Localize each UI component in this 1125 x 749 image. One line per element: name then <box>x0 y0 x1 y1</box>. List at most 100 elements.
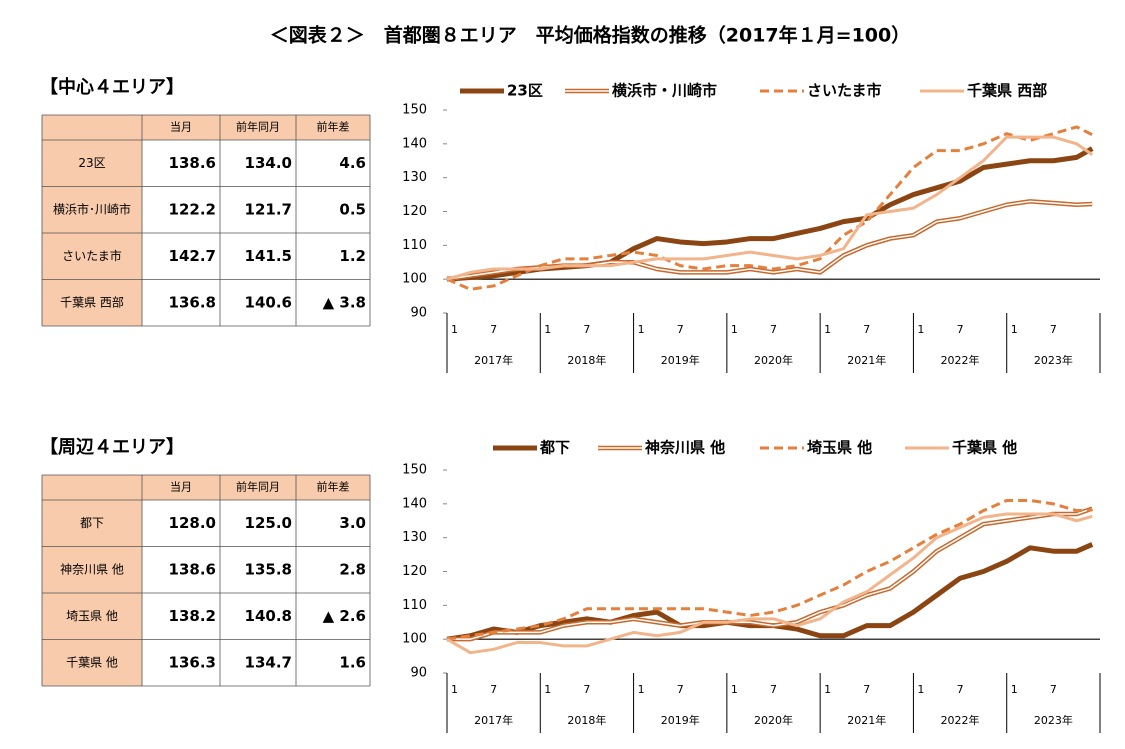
series-line <box>446 125 1093 291</box>
section-label: 【中心４エリア】 <box>40 76 184 98</box>
x-tick-label: 7 <box>863 683 870 696</box>
year-label: 2020年 <box>754 713 793 727</box>
year-label: 2021年 <box>847 353 886 367</box>
y-tick-label: 110 <box>402 598 427 613</box>
x-tick-label: 1 <box>731 683 738 696</box>
table-cell: 141.5 <box>245 247 292 265</box>
y-tick-label: 100 <box>402 272 427 287</box>
table-header: 当月 <box>170 120 192 134</box>
x-tick-label: 1 <box>1011 683 1018 696</box>
x-tick-label: 7 <box>490 683 497 696</box>
table-cell: 134.7 <box>245 653 292 671</box>
series-line <box>446 512 1093 655</box>
x-tick-label: 1 <box>451 323 458 336</box>
y-tick-label: 150 <box>402 103 427 118</box>
row-label: 千葉県 西部 <box>60 294 124 309</box>
series-line-inner <box>447 507 1093 640</box>
table-cell: 1.6 <box>339 653 366 671</box>
year-label: 2017年 <box>474 713 513 727</box>
legend-label: 23区 <box>507 82 543 100</box>
table-cell: 0.5 <box>339 200 366 218</box>
y-tick-label: 150 <box>402 463 427 478</box>
table-cell: ▲ 2.6 <box>323 607 366 625</box>
legend-label: さいたま市 <box>807 82 882 100</box>
y-tick-label: 110 <box>402 238 427 253</box>
x-tick-label: 1 <box>544 683 551 696</box>
year-label: 2022年 <box>941 353 980 367</box>
table-cell: 138.6 <box>169 154 216 172</box>
table-cell: 136.3 <box>169 653 216 671</box>
section-label: 【周辺４エリア】 <box>40 437 184 458</box>
x-tick-label: 1 <box>917 683 924 696</box>
x-tick-label: 1 <box>638 683 645 696</box>
y-tick-label: 130 <box>402 170 427 185</box>
x-tick-label: 7 <box>770 683 777 696</box>
x-tick-label: 1 <box>544 323 551 336</box>
x-tick-label: 1 <box>731 323 738 336</box>
y-tick-label: 100 <box>402 632 427 647</box>
x-tick-label: 7 <box>583 323 590 336</box>
series-line <box>446 135 1094 281</box>
x-tick-label: 7 <box>677 683 684 696</box>
table-cell: 136.8 <box>169 293 216 311</box>
table-cell: 122.2 <box>169 200 216 218</box>
x-tick-label: 7 <box>583 683 590 696</box>
year-label: 2022年 <box>941 713 980 727</box>
table-cell: 121.7 <box>245 200 292 218</box>
table-cell: 138.6 <box>169 560 216 578</box>
x-tick-label: 1 <box>451 683 458 696</box>
row-label: 千葉県 他 <box>66 655 118 669</box>
x-tick-label: 7 <box>1050 323 1057 336</box>
x-tick-label: 7 <box>957 683 964 696</box>
year-label: 2017年 <box>474 353 513 367</box>
x-tick-label: 7 <box>863 323 870 336</box>
table-cell: 135.8 <box>245 560 292 578</box>
table-first-col-bg <box>42 475 142 686</box>
table-first-col-bg <box>42 115 142 326</box>
year-label: 2020年 <box>754 353 793 367</box>
legend-label: 横浜市・川崎市 <box>612 82 717 100</box>
table-cell: 4.6 <box>339 154 366 172</box>
table-cell: 140.8 <box>245 607 292 625</box>
x-tick-label: 1 <box>824 323 831 336</box>
x-tick-label: 1 <box>917 323 924 336</box>
y-tick-label: 120 <box>402 204 427 219</box>
year-label: 2023年 <box>1034 353 1073 367</box>
table-cell: ▲ 3.8 <box>323 293 366 311</box>
row-label: 埼玉県 他 <box>66 609 118 623</box>
legend-label: 千葉県 他 <box>952 439 1017 457</box>
x-tick-label: 7 <box>1050 683 1057 696</box>
table-cell: 128.0 <box>169 514 216 532</box>
year-label: 2018年 <box>567 713 606 727</box>
row-label: 横浜市･川崎市 <box>53 201 131 216</box>
legend-label: 千葉県 西部 <box>967 82 1047 100</box>
row-label: 都下 <box>80 516 104 530</box>
table-header: 前年同月 <box>236 120 280 134</box>
table-cell: 142.7 <box>169 247 216 265</box>
x-tick-label: 7 <box>490 323 497 336</box>
x-tick-label: 1 <box>638 323 645 336</box>
y-tick-label: 130 <box>402 530 427 545</box>
year-label: 2023年 <box>1034 713 1073 727</box>
x-tick-label: 1 <box>1011 323 1018 336</box>
table-cell: 138.2 <box>169 607 216 625</box>
x-tick-label: 7 <box>957 323 964 336</box>
table-cell: 125.0 <box>245 514 292 532</box>
legend-label: 都下 <box>539 439 570 457</box>
table-cell: 2.8 <box>339 560 366 578</box>
year-label: 2019年 <box>661 713 700 727</box>
year-label: 2021年 <box>847 713 886 727</box>
x-tick-label: 7 <box>677 323 684 336</box>
legend-label: 埼玉県 他 <box>807 439 872 457</box>
y-tick-label: 120 <box>402 564 427 579</box>
table-cell: 3.0 <box>339 514 366 532</box>
table-cell: 1.2 <box>339 247 366 265</box>
year-label: 2019年 <box>661 353 700 367</box>
table-cell: 134.0 <box>245 154 292 172</box>
legend-label: 神奈川県 他 <box>645 439 725 457</box>
table-header: 前年同月 <box>236 480 280 494</box>
y-tick-label: 140 <box>402 496 427 511</box>
table-header: 前年差 <box>317 120 350 134</box>
page-title: ＜図表２＞ 首都圏８エリア 平均価格指数の推移（2017年１月=100） <box>270 24 910 47</box>
